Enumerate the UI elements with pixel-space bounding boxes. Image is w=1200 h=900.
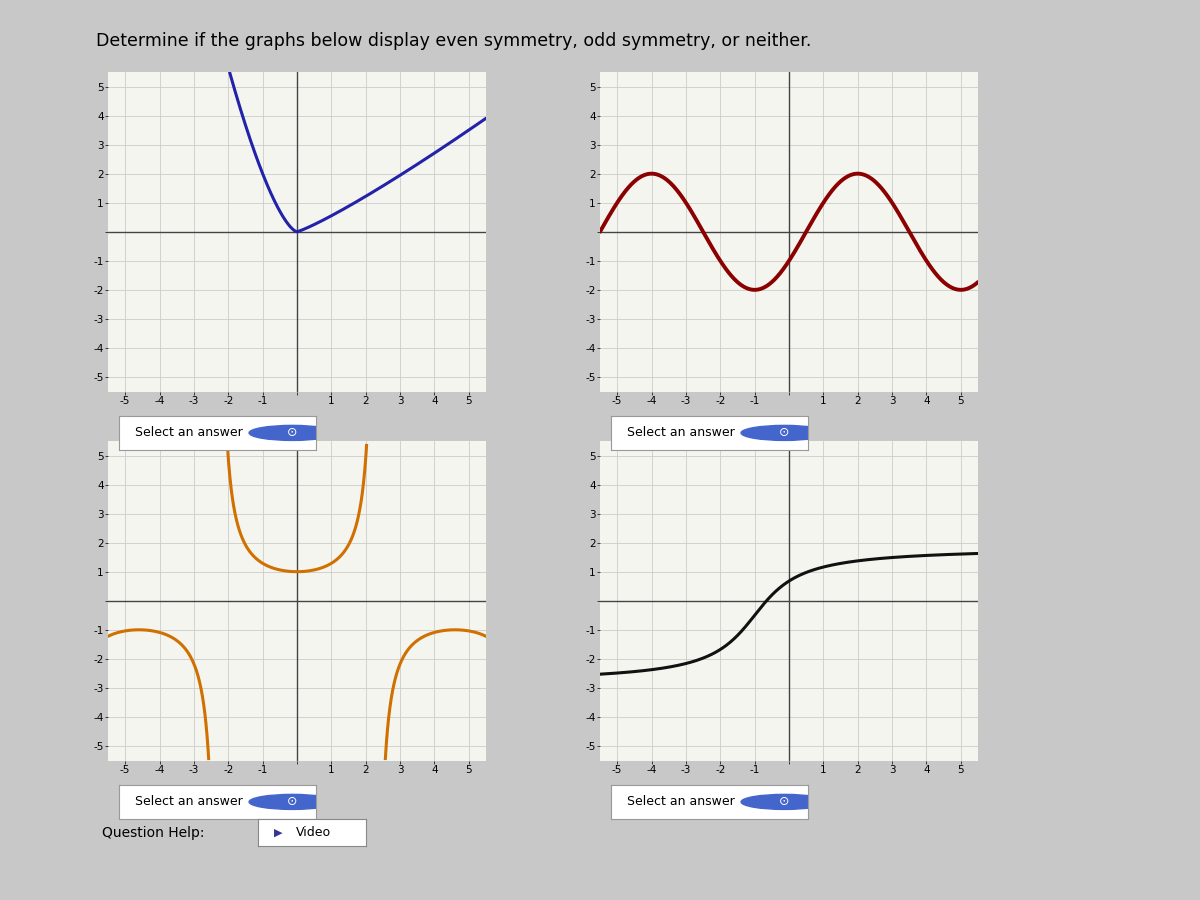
- Text: ⊙: ⊙: [287, 796, 298, 808]
- Text: Video: Video: [296, 826, 331, 839]
- Circle shape: [250, 426, 336, 440]
- Text: ⊙: ⊙: [779, 796, 790, 808]
- Text: Select an answer: Select an answer: [136, 796, 242, 808]
- Text: Determine if the graphs below display even symmetry, odd symmetry, or neither.: Determine if the graphs below display ev…: [96, 32, 811, 50]
- Text: ▶: ▶: [274, 827, 283, 838]
- Text: Select an answer: Select an answer: [136, 427, 242, 439]
- Text: Select an answer: Select an answer: [628, 796, 734, 808]
- Circle shape: [742, 426, 828, 440]
- Text: Select an answer: Select an answer: [628, 427, 734, 439]
- Circle shape: [250, 795, 336, 809]
- Circle shape: [742, 795, 828, 809]
- Text: ⊙: ⊙: [287, 427, 298, 439]
- Text: ⊙: ⊙: [779, 427, 790, 439]
- Text: Question Help:: Question Help:: [102, 825, 204, 840]
